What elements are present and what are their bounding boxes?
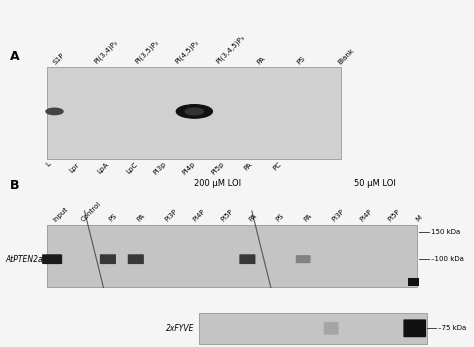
Text: PA: PA (303, 213, 313, 223)
Text: PI3p: PI3p (152, 161, 167, 176)
Text: Blank: Blank (337, 47, 355, 66)
Text: PI5p: PI5p (210, 161, 225, 176)
Text: 2xFYVE: 2xFYVE (166, 324, 194, 333)
Text: –75 kDa: –75 kDa (438, 325, 467, 331)
Text: PI5P: PI5P (219, 208, 234, 223)
Text: L: L (45, 161, 52, 168)
Text: PI(3,5)P₂: PI(3,5)P₂ (133, 39, 160, 66)
Text: PI5P: PI5P (387, 208, 401, 223)
Text: AtPTEN2a: AtPTEN2a (5, 255, 43, 264)
Bar (199, 313, 427, 344)
Text: PI3P: PI3P (164, 208, 178, 223)
Text: 150 kDa: 150 kDa (431, 229, 461, 235)
Text: PI4p: PI4p (181, 161, 196, 176)
Bar (47, 67, 341, 159)
Text: PA: PA (136, 213, 146, 223)
Text: –100 kDa: –100 kDa (431, 256, 464, 262)
Text: LpA: LpA (96, 161, 109, 175)
Text: PI4P: PI4P (191, 208, 206, 223)
Text: PI(4,5)P₂: PI(4,5)P₂ (174, 39, 201, 66)
FancyBboxPatch shape (42, 254, 62, 264)
Text: Control: Control (80, 201, 102, 223)
FancyBboxPatch shape (100, 254, 116, 264)
Text: LpC: LpC (125, 161, 138, 175)
Text: PI(3,4,5)P₃: PI(3,4,5)P₃ (215, 34, 246, 66)
FancyBboxPatch shape (324, 322, 338, 335)
Text: 200 μM LOI: 200 μM LOI (194, 179, 242, 188)
Text: PS: PS (108, 213, 118, 223)
FancyBboxPatch shape (128, 254, 144, 264)
Circle shape (185, 108, 203, 115)
Text: Lpr: Lpr (68, 161, 81, 174)
Text: PS: PS (275, 213, 285, 223)
Text: A: A (9, 50, 19, 62)
Bar (408, 278, 419, 286)
Text: PC: PC (272, 161, 283, 172)
Text: B: B (9, 179, 19, 192)
Text: M: M (415, 214, 423, 223)
Circle shape (176, 105, 212, 118)
Text: Input: Input (52, 206, 69, 223)
Bar (47, 225, 417, 287)
Text: PI(3,4)P₂: PI(3,4)P₂ (93, 39, 119, 66)
FancyBboxPatch shape (296, 255, 310, 263)
Text: PS: PS (296, 55, 307, 66)
FancyBboxPatch shape (239, 254, 255, 264)
FancyBboxPatch shape (403, 319, 426, 337)
Text: PA: PA (255, 55, 266, 66)
Text: PA: PA (243, 161, 254, 171)
Text: 50 μM LOI: 50 μM LOI (354, 179, 395, 188)
Circle shape (46, 108, 63, 115)
Text: PI4P: PI4P (359, 208, 374, 223)
Text: PA: PA (247, 213, 257, 223)
Text: PI3P: PI3P (331, 208, 346, 223)
Text: S1P: S1P (52, 52, 66, 66)
